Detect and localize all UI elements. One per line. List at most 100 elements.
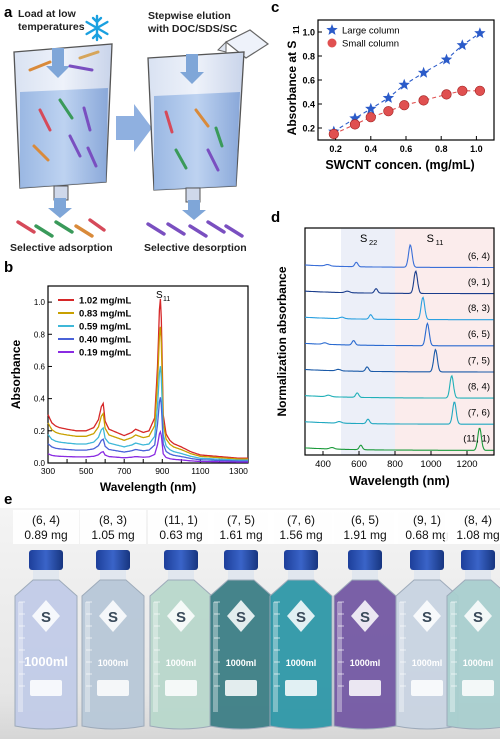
plot-frame <box>304 227 495 456</box>
bottle-mass: 0.89 mg <box>24 528 67 542</box>
bottle-glare <box>337 602 342 712</box>
bottle-logo-icon: S <box>464 600 492 632</box>
chirality-label-2: (8, 3) <box>468 303 490 314</box>
panel-letter-a: a <box>4 4 13 21</box>
logo-letter: S <box>360 609 370 626</box>
load-label-line1: Load at low <box>18 8 77 20</box>
logo-diamond <box>413 600 441 632</box>
series-line-1 <box>47 326 248 460</box>
bottle-cap <box>96 550 130 570</box>
spectrum-line-3 <box>305 321 494 347</box>
y-axis-label: Absorbance <box>9 340 23 410</box>
series-line-3 <box>47 397 248 462</box>
load-label-line2: temperatures <box>18 21 85 33</box>
snowflake-icon <box>85 14 109 42</box>
bottle-logo-icon: S <box>413 600 441 632</box>
data-point-large-5 <box>417 66 430 78</box>
data-point-small-5 <box>418 95 429 106</box>
caption-desorption: Selective desorption <box>144 242 247 254</box>
x-axis-label: Wavelength (nm) <box>100 480 196 494</box>
chirality-label-4: (7, 5) <box>468 355 490 366</box>
panel-c: c 0.2 0.4 0.6 0.8 1.0 0.2 0.4 0.6 0.8 1.0 SWCNT co… <box>271 0 495 172</box>
y-tick-label: 0.2 <box>302 124 315 134</box>
series-line-0 <box>47 298 248 459</box>
bottle-cap <box>29 550 63 570</box>
bottle-volume: 1000ml <box>166 658 197 668</box>
bottle: (7, 5)1.61 mg S 1000ml <box>208 510 274 730</box>
panel-letter-e: e <box>4 491 12 508</box>
bottle: (7, 6)1.56 mg S 1000ml <box>268 510 334 730</box>
y-tick-label: 0.8 <box>302 52 315 62</box>
x-tick-label: 1300 <box>229 466 248 476</box>
bottle-chirality: (7, 5) <box>227 513 255 527</box>
x-tick-label: 1100 <box>191 466 210 476</box>
x-tick-label: 500 <box>79 466 93 476</box>
s11-band <box>395 228 494 455</box>
panel-b: b 0.0 0.2 0.4 0.6 0.8 1.0 300 500 700 900 1100 1300… <box>4 259 249 494</box>
bottle-white-patch <box>30 680 62 696</box>
panel-letter-b: b <box>4 259 13 276</box>
chirality-label-7: (11, 1) <box>463 434 490 445</box>
bottle-cap <box>461 550 495 570</box>
fit-line-1 <box>333 90 480 135</box>
bottle-white-patch <box>349 680 381 696</box>
logo-letter: S <box>422 609 432 626</box>
logo-diamond <box>167 600 195 632</box>
bottle-neck <box>33 570 59 580</box>
panel-letter-c: c <box>271 0 279 16</box>
bottle-chirality: (6, 5) <box>351 513 379 527</box>
bottle: (6, 4)0.89 mg S 1000ml <box>13 510 79 730</box>
logo-letter: S <box>296 609 306 626</box>
logo-letter: S <box>236 609 246 626</box>
data-point-large-2 <box>365 102 377 114</box>
bottle: (6, 5)1.91 mg S 1000ml <box>332 510 398 730</box>
bottle-logo-icon: S <box>167 600 195 632</box>
x-tick-label: 1200 <box>456 459 477 470</box>
bottle-cap <box>284 550 318 570</box>
x-tick-label: 1000 <box>420 459 441 470</box>
data-point-small-1 <box>349 119 361 130</box>
x-tick-label: 600 <box>351 459 367 470</box>
chirality-label-5: (8, 4) <box>468 381 490 392</box>
bottle-volume: 1000ml <box>226 658 257 668</box>
data-point-small-2 <box>365 112 376 123</box>
bottle-label-card <box>80 510 146 544</box>
bottle-logo-icon: S <box>227 600 255 632</box>
data-point-large-7 <box>456 39 468 51</box>
bottle-neck <box>288 570 314 580</box>
logo-diamond <box>287 600 315 632</box>
left-column <box>13 43 113 238</box>
band-label-s11: S <box>427 233 434 245</box>
chirality-label-0: (6, 4) <box>468 251 490 262</box>
data-point-large-8 <box>474 27 486 39</box>
legend-entry-4: 0.19 mg/mL <box>79 348 131 359</box>
data-point-small-7 <box>457 85 468 96</box>
panel-e: e (6, 4)0.89 mg S 1000ml (8, 3)1.05 mg S 1000… <box>0 491 500 739</box>
legend-entry-3: 0.40 mg/mL <box>79 335 131 346</box>
y-tick-label: 0.2 <box>34 427 46 436</box>
logo-letter: S <box>41 609 51 626</box>
y-tick-label: 0.4 <box>34 395 46 404</box>
logo-diamond <box>351 600 379 632</box>
chart-c: 0.2 0.4 0.6 0.8 1.0 0.2 0.4 0.6 0.8 1.0 SWCNT conc… <box>285 19 495 172</box>
x-tick-label: 0.4 <box>365 144 378 154</box>
y-tick-label: 1.0 <box>302 28 315 38</box>
bottle-glare <box>213 602 218 712</box>
panel-a: a Load at low temperatures Stepwise elut… <box>4 4 270 254</box>
logo-diamond <box>227 600 255 632</box>
series-line-2 <box>47 366 248 461</box>
bottle-glare <box>18 602 23 712</box>
x-tick-label: 900 <box>155 466 169 476</box>
data-point-small-4 <box>399 100 410 111</box>
bottle-chirality: (7, 6) <box>287 513 315 527</box>
data-point-small-3 <box>383 106 394 117</box>
legend-entry-0: Large column <box>342 26 400 37</box>
x-tick-label: 800 <box>387 459 403 470</box>
peak-annotation: S <box>156 290 163 301</box>
process-arrow-icon <box>116 104 152 152</box>
legend-entry-0: 1.02 mg/mL <box>79 296 131 307</box>
bottle-volume: 1000ml <box>98 658 129 668</box>
plot-frame <box>47 285 249 464</box>
legend-marker-1 <box>327 38 337 48</box>
